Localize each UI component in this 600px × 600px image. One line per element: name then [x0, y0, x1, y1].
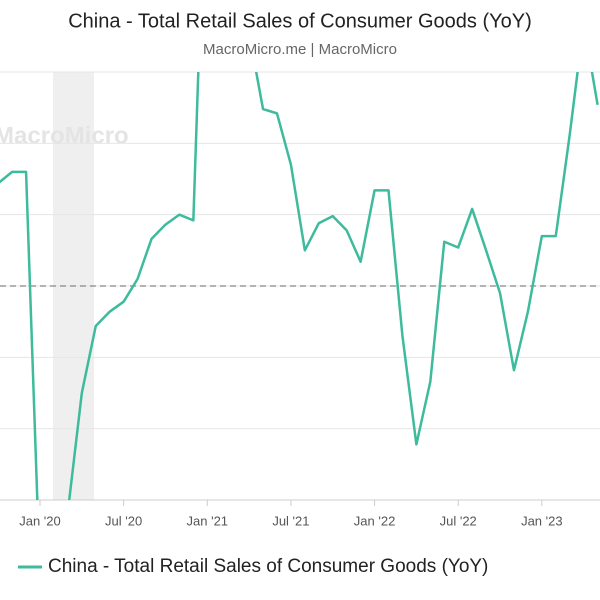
- x-tick-label: Jan '22: [354, 513, 396, 528]
- chart-title: China - Total Retail Sales of Consumer G…: [68, 10, 532, 32]
- x-tick-label: Jul '20: [105, 513, 142, 528]
- legend-label: China - Total Retail Sales of Consumer G…: [48, 556, 488, 577]
- watermark: MacroMicro: [0, 122, 129, 149]
- x-tick-label: Jan '21: [187, 513, 229, 528]
- x-tick-label: Jan '23: [521, 513, 563, 528]
- x-tick-label: Jan '20: [19, 513, 61, 528]
- x-tick-label: Jul '21: [272, 513, 309, 528]
- chart-subtitle: MacroMicro.me | MacroMicro: [203, 41, 397, 58]
- series-line: [0, 72, 599, 500]
- x-tick-label: Jul '22: [440, 513, 477, 528]
